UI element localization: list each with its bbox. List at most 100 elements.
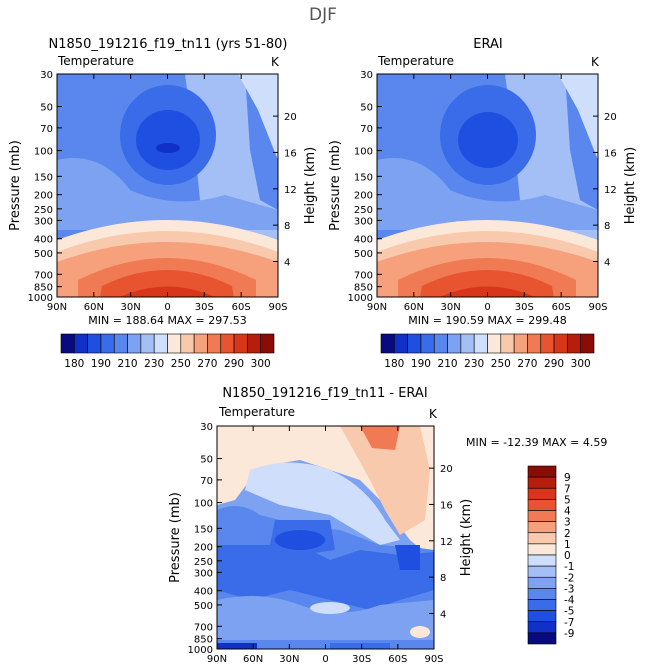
- latitude-tick-label: 30S: [352, 654, 371, 665]
- erai-colorbar-label: 210: [438, 358, 458, 370]
- pressure-tick-label: 100: [354, 147, 373, 158]
- pressure-tick-label: 500: [354, 249, 373, 260]
- model-colorbar-label: 290: [224, 358, 244, 370]
- diff-colorbar-label: 3: [564, 517, 571, 529]
- panel-model: N1850_191216_f19_tn11 (yrs 51-80) Temper…: [49, 37, 288, 298]
- height-axis-label: Height (km): [623, 147, 638, 224]
- diff-colorbar-swatch: [527, 532, 557, 545]
- pressure-tick-label: 200: [34, 191, 53, 202]
- erai-colorbar-label: 300: [571, 358, 591, 370]
- latitude-tick-label: 90S: [424, 654, 443, 665]
- diff-colorbar-label: 9: [564, 472, 571, 484]
- model-colorbar-label: 210: [118, 358, 138, 370]
- panel-model-title: N1850_191216_f19_tn11 (yrs 51-80): [49, 37, 288, 52]
- height-tick-label: 8: [284, 221, 290, 232]
- pressure-tick-label: 850: [34, 283, 53, 294]
- panel-erai-subtitle: Temperature: [377, 54, 454, 68]
- panel-erai-units: K: [591, 55, 600, 69]
- diff-colorbar-swatch: [527, 576, 557, 589]
- diff-colorbar-label: -4: [564, 595, 575, 607]
- pressure-axis-label: Pressure (mb): [168, 492, 183, 583]
- erai-colorbar-swatch: [567, 333, 581, 354]
- erai-colorbar-swatch: [473, 333, 488, 354]
- height-tick-label: 4: [284, 257, 290, 268]
- min-max-stats: MIN = 190.59 MAX = 299.48: [408, 314, 566, 327]
- pressure-tick-label: 500: [194, 601, 213, 612]
- erai-colorbar-label: 290: [544, 358, 564, 370]
- latitude-tick-label: 30S: [515, 302, 534, 313]
- latitude-tick-label: 60S: [552, 302, 571, 313]
- pressure-tick-label: 850: [354, 283, 373, 294]
- pressure-tick-label: 700: [34, 270, 53, 281]
- latitude-tick-label: 30N: [441, 302, 461, 313]
- model-colorbar-swatch: [87, 333, 102, 354]
- pressure-tick-label: 300: [34, 216, 53, 227]
- model-colorbar-label: 190: [91, 358, 111, 370]
- diff-colorbar-label: -7: [564, 617, 574, 629]
- height-axis-label: Height (km): [303, 147, 318, 224]
- pressure-tick-label: 700: [194, 622, 213, 633]
- diff-colorbar-swatch: [527, 599, 557, 611]
- height-tick-label: 4: [440, 609, 446, 620]
- latitude-tick-label: 0: [164, 302, 170, 313]
- diff-colorbar-label: -1: [564, 561, 574, 573]
- diff-colorbar-label: 1: [564, 539, 571, 551]
- diff-colorbar-swatch: [527, 632, 557, 645]
- diff-colorbar-label: 4: [564, 506, 571, 518]
- latitude-tick-label: 90N: [47, 302, 67, 313]
- min-max-stats: MIN = 188.64 MAX = 297.53: [88, 314, 246, 327]
- pressure-axis-label: Pressure (mb): [8, 140, 23, 231]
- model-colorbar-swatch: [233, 333, 248, 354]
- latitude-tick-label: 60N: [243, 654, 263, 665]
- page-title: DJF: [309, 5, 337, 25]
- latitude-tick-label: 60S: [232, 302, 251, 313]
- height-tick-label: 20: [604, 112, 617, 123]
- pressure-tick-label: 50: [40, 102, 53, 113]
- panel-diff-title: N1850_191216_f19_tn11 - ERAI: [222, 386, 427, 401]
- panel-model-subtitle: Temperature: [57, 54, 134, 68]
- pressure-tick-label: 250: [34, 205, 53, 216]
- erai-colorbar-swatch: [500, 333, 515, 354]
- diff-colorbar-swatch: [527, 465, 557, 478]
- diff-colorbar-label: 5: [564, 494, 571, 506]
- diff-colorbar-swatch: [527, 610, 557, 623]
- diff-colorbar-swatch: [527, 510, 557, 522]
- pressure-tick-label: 400: [34, 235, 53, 246]
- panel-erai-title: ERAI: [473, 37, 502, 52]
- latitude-tick-label: 0: [322, 654, 328, 665]
- pressure-tick-label: 700: [354, 270, 373, 281]
- model-colorbar-swatch: [74, 333, 88, 354]
- pressure-tick-label: 400: [354, 235, 373, 246]
- latitude-tick-label: 90N: [367, 302, 387, 313]
- model-colorbar-swatch: [113, 333, 128, 354]
- diff-colorbar-swatch: [527, 621, 557, 634]
- pressure-tick-label: 30: [40, 70, 53, 81]
- diff-colorbar-swatch: [527, 487, 557, 500]
- panel-model-contour-field: [57, 74, 278, 297]
- erai-colorbar-swatch: [553, 333, 568, 354]
- diff-colorbar-swatch: [527, 543, 557, 556]
- latitude-tick-label: 0: [484, 302, 490, 313]
- erai-colorbar-label: 250: [491, 358, 511, 370]
- pressure-tick-label: 200: [354, 191, 373, 202]
- pressure-tick-label: 300: [354, 216, 373, 227]
- model-colorbar-swatch: [167, 333, 182, 354]
- pressure-tick-label: 70: [360, 124, 373, 135]
- panel-diff-units: K: [429, 407, 438, 421]
- erai-colorbar-swatch: [380, 333, 395, 354]
- height-tick-label: 20: [440, 464, 453, 475]
- diff-colorbar-swatch: [527, 499, 557, 511]
- pressure-tick-label: 150: [354, 172, 373, 183]
- erai-colorbar-label: 180: [384, 358, 404, 370]
- model-colorbar-swatch: [180, 333, 195, 354]
- panel-diff-subtitle: Temperature: [218, 405, 295, 419]
- pressure-tick-label: 500: [34, 249, 53, 260]
- pressure-tick-label: 70: [40, 124, 53, 135]
- erai-colorbar-swatch: [527, 333, 542, 354]
- pressure-tick-label: 250: [194, 557, 213, 568]
- panel-difference: N1850_191216_f19_tn11 - ERAI Temperature…: [216, 386, 438, 650]
- erai-colorbar-swatch: [407, 333, 422, 354]
- panel-erai: ERAI Temperature K: [376, 37, 600, 298]
- pressure-tick-label: 1000: [348, 293, 373, 304]
- pressure-tick-label: 150: [34, 172, 53, 183]
